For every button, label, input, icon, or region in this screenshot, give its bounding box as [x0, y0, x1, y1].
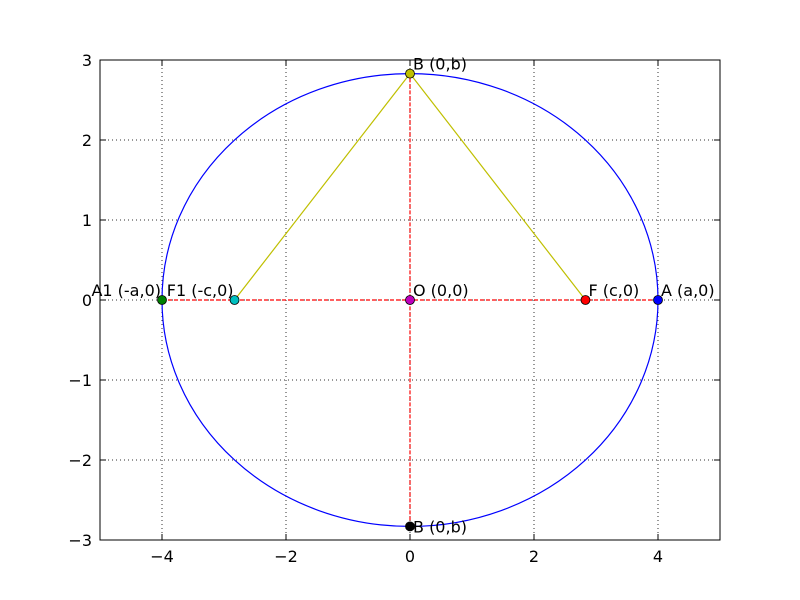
- point-b-top-marker: [405, 68, 415, 79]
- x-tick-label: −4: [150, 547, 174, 566]
- y-tick-label: −3: [68, 531, 92, 550]
- point-a1-label: A1 (-a,0): [91, 281, 161, 300]
- point-layer: [157, 68, 663, 532]
- y-tick-label: −1: [68, 371, 92, 390]
- y-tick-label: 0: [82, 291, 92, 310]
- focus-segment: [234, 73, 411, 301]
- point-a-label: A (a,0): [661, 281, 715, 300]
- label-layer: −4 −2 0 2 4 −3 −2 −1 0 1 2 3 A1 (-a,0) F1 (-c,0) O (0,…: [68, 51, 714, 566]
- y-tick-label: −2: [68, 451, 92, 470]
- point-a-marker: [653, 295, 663, 305]
- y-tick-label: 3: [82, 51, 92, 70]
- y-tick-label: 1: [82, 211, 92, 230]
- tick-layer: [100, 59, 720, 541]
- point-o-label: O (0,0): [413, 281, 469, 300]
- point-b-bottom-marker: [405, 521, 415, 532]
- point-f-label: F (c,0): [588, 281, 639, 300]
- point-a1-marker: [157, 295, 167, 305]
- point-b-bottom-label: B (0,b): [413, 517, 467, 536]
- focus-segment: [409, 73, 586, 301]
- point-o-marker: [405, 295, 415, 305]
- x-tick-label: 0: [405, 547, 415, 566]
- point-f1-label: F1 (-c,0): [167, 281, 234, 300]
- x-tick-label: 2: [529, 547, 539, 566]
- x-tick-label: −2: [274, 547, 298, 566]
- x-tick-label: 4: [653, 547, 663, 566]
- y-tick-label: 2: [82, 131, 92, 150]
- point-f1-marker: [229, 295, 240, 305]
- point-b-top-label: B (0,b): [413, 55, 467, 74]
- point-f-marker: [580, 295, 591, 305]
